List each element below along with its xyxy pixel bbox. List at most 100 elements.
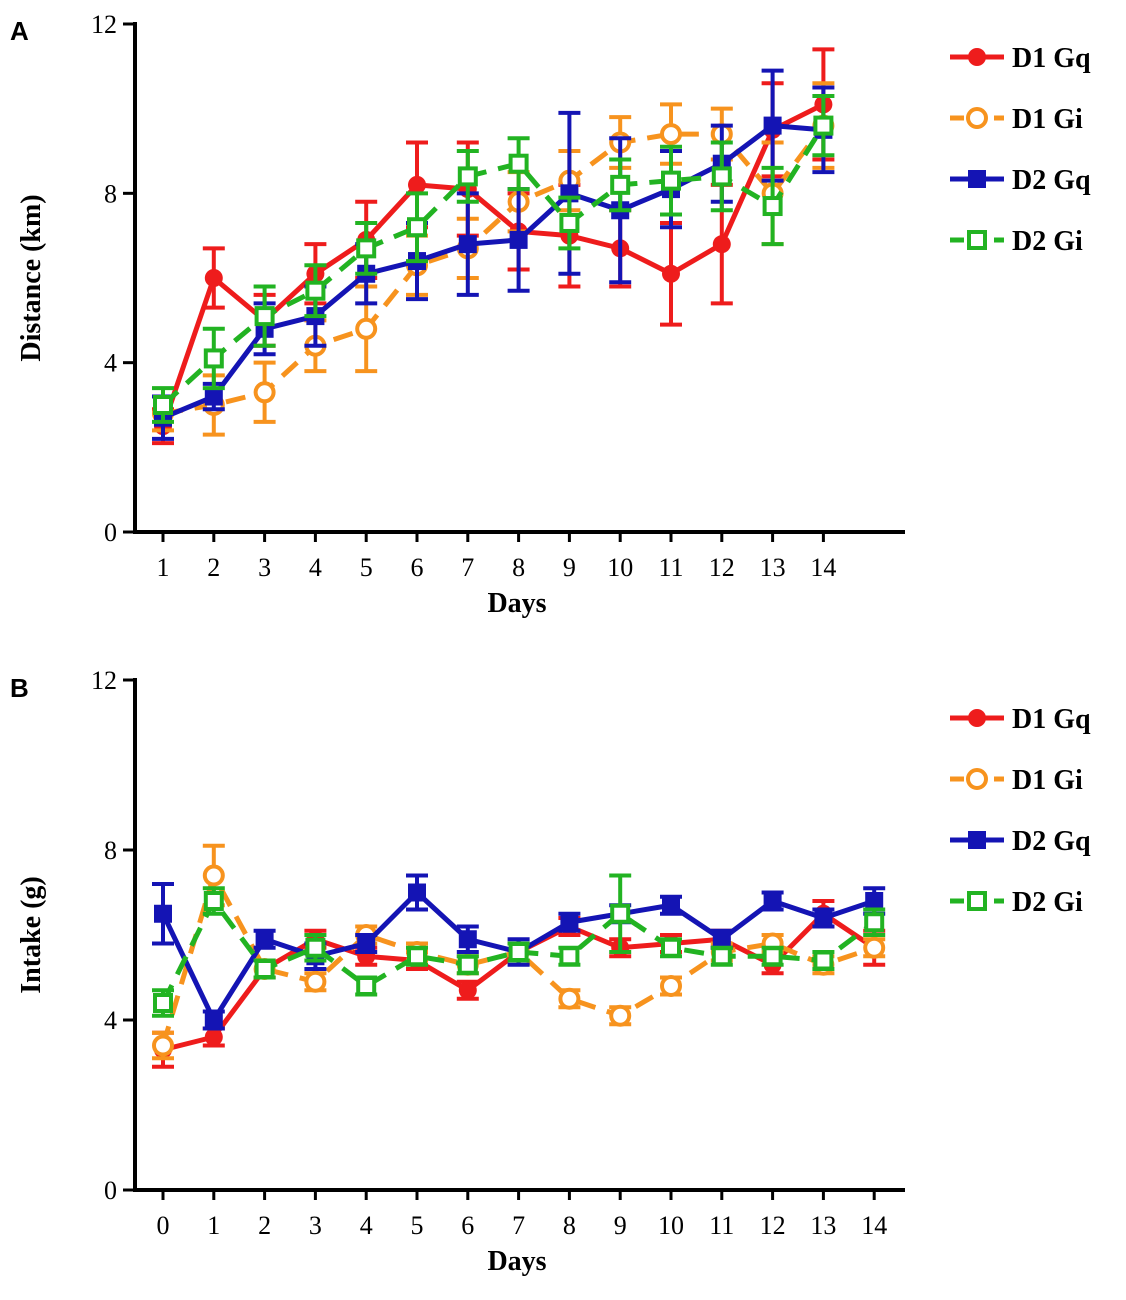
legend-marker xyxy=(967,891,987,911)
series-d1-gi xyxy=(152,81,835,437)
legend-entry: D2 Gi xyxy=(950,226,1083,257)
data-point xyxy=(508,153,529,174)
data-point xyxy=(662,264,680,283)
data-point xyxy=(305,280,326,301)
y-tick-label: 0 xyxy=(104,1176,117,1205)
data-point xyxy=(254,306,275,327)
x-tick-label: 14 xyxy=(861,1211,887,1240)
data-point xyxy=(660,975,682,997)
x-tick-label: 2 xyxy=(258,1211,271,1240)
data-point xyxy=(712,930,731,949)
x-tick-label: 13 xyxy=(810,1211,836,1240)
legend-marker xyxy=(968,170,986,188)
x-tick-label: 4 xyxy=(309,553,322,582)
x-tick-label: 8 xyxy=(563,1211,576,1240)
data-point xyxy=(255,930,274,949)
data-point xyxy=(204,269,223,287)
data-point xyxy=(763,116,782,135)
x-tick-label: 3 xyxy=(258,553,271,582)
legend-marker xyxy=(966,768,988,790)
y-tick-label: 8 xyxy=(104,836,117,865)
x-axis-title: Days xyxy=(487,588,546,619)
data-point xyxy=(357,934,376,953)
x-tick-label: 8 xyxy=(512,553,525,582)
data-point xyxy=(204,1028,223,1046)
series-line xyxy=(160,102,825,427)
data-point xyxy=(609,1004,632,1027)
data-point xyxy=(458,235,477,254)
data-point xyxy=(457,166,478,187)
x-tick-label: 11 xyxy=(709,1211,734,1240)
y-tick-label: 12 xyxy=(91,666,117,695)
x-tick-label: 5 xyxy=(360,553,373,582)
data-point xyxy=(865,892,884,910)
legend-entry: D2 Gq xyxy=(950,826,1091,857)
data-point xyxy=(153,395,173,415)
x-tick-label: 9 xyxy=(563,553,576,582)
x-tick-label: 2 xyxy=(207,553,220,582)
data-point xyxy=(662,896,680,915)
data-point xyxy=(202,864,225,887)
legend-label: D2 Gi xyxy=(1012,887,1083,918)
data-point xyxy=(305,937,326,958)
series-d2-gq xyxy=(152,68,835,441)
data-point xyxy=(863,936,886,959)
legend-label: D2 Gq xyxy=(1012,165,1091,196)
x-tick-label: 1 xyxy=(157,553,170,582)
data-point xyxy=(203,348,224,369)
data-point xyxy=(813,115,834,136)
data-point xyxy=(762,196,783,217)
legend-label: D1 Gi xyxy=(1012,104,1083,135)
data-point xyxy=(304,970,327,993)
x-tick-label: 11 xyxy=(658,553,683,582)
data-point xyxy=(408,175,426,194)
data-point xyxy=(508,942,529,962)
legend-entry: D1 Gi xyxy=(950,765,1083,796)
data-point xyxy=(204,1011,223,1029)
x-tick-label: 7 xyxy=(461,553,474,582)
legend-marker xyxy=(968,831,986,849)
y-tick-label: 0 xyxy=(104,518,117,547)
data-point xyxy=(356,976,377,996)
data-point xyxy=(355,317,378,340)
data-point xyxy=(154,904,172,923)
x-tick-label: 9 xyxy=(614,1211,627,1240)
series-d2-gi xyxy=(152,873,886,1018)
legend-label: D1 Gq xyxy=(1012,704,1091,735)
data-point xyxy=(509,230,528,249)
x-tick-label: 10 xyxy=(607,553,633,582)
data-point xyxy=(762,946,783,967)
panel-letter: B xyxy=(10,673,29,703)
data-point xyxy=(711,166,732,187)
y-tick-label: 12 xyxy=(91,10,117,39)
legend-marker xyxy=(968,709,986,727)
legend-label: D2 Gi xyxy=(1012,226,1083,257)
data-point xyxy=(610,903,631,924)
x-tick-label: 12 xyxy=(709,553,735,582)
data-point xyxy=(763,892,782,910)
data-point xyxy=(204,387,223,406)
x-tick-label: 14 xyxy=(810,553,836,582)
y-axis-title: Distance (km) xyxy=(16,194,47,361)
x-tick-label: 0 xyxy=(157,1211,170,1240)
data-point xyxy=(559,212,580,233)
data-point xyxy=(153,993,173,1013)
panel-letter: A xyxy=(10,16,29,46)
series-d2-gi xyxy=(152,93,835,424)
legend-label: D2 Gq xyxy=(1012,826,1091,857)
data-point xyxy=(813,950,834,971)
data-point xyxy=(560,913,579,932)
y-tick-label: 4 xyxy=(104,1006,117,1035)
x-tick-label: 12 xyxy=(760,1211,786,1240)
x-tick-label: 7 xyxy=(512,1211,525,1240)
data-point xyxy=(254,959,275,979)
x-tick-label: 13 xyxy=(760,553,786,582)
data-point xyxy=(458,981,477,1000)
data-point xyxy=(458,930,477,949)
legend-entry: D1 Gq xyxy=(950,43,1091,74)
data-point xyxy=(408,883,426,902)
data-point xyxy=(864,912,885,933)
